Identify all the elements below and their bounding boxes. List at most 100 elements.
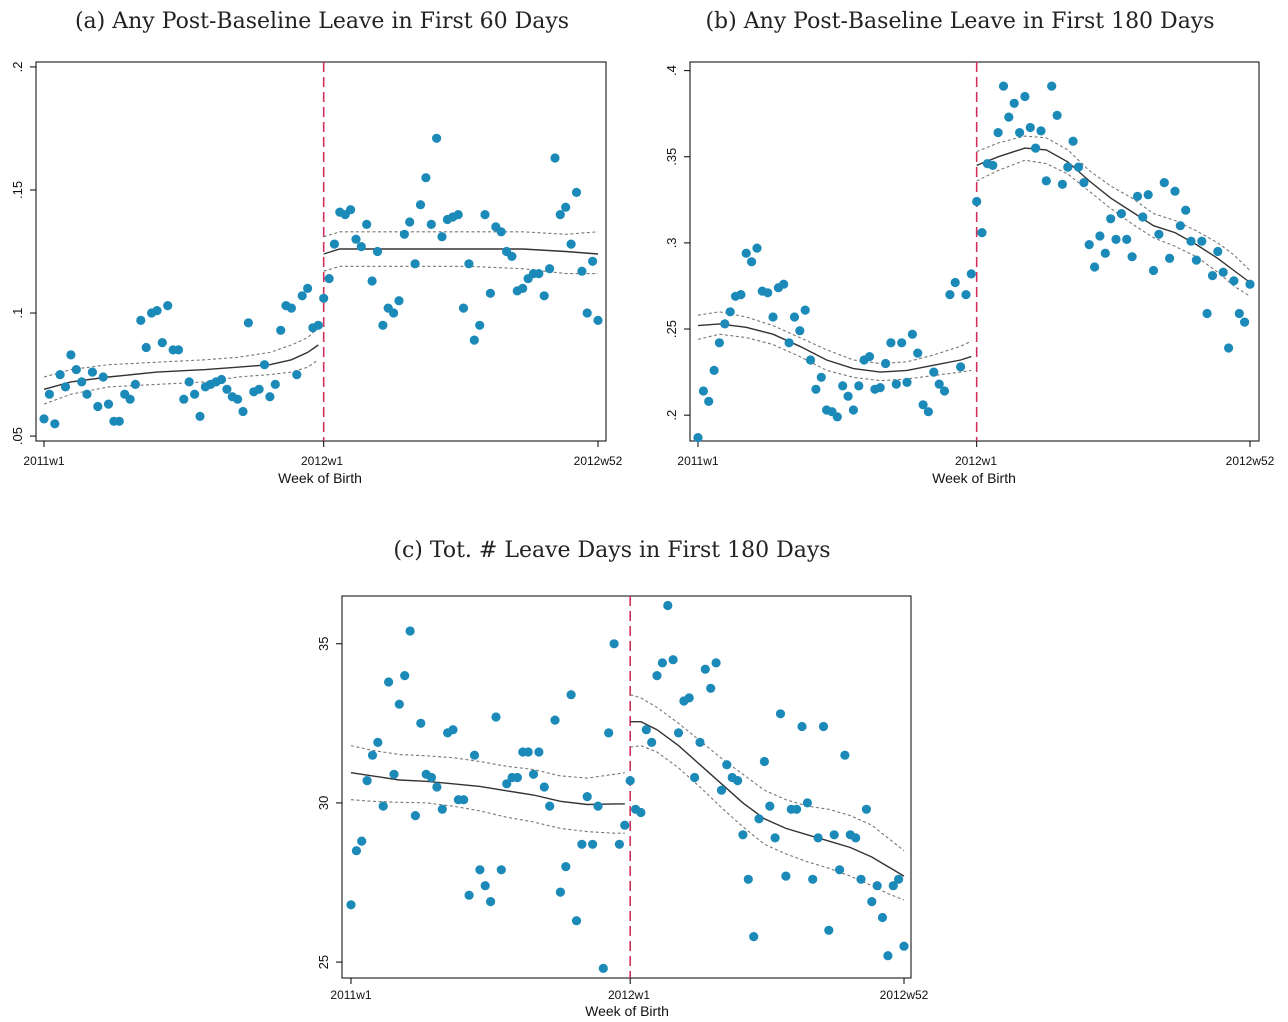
data-point	[977, 228, 987, 238]
chart-title: (b) Any Post-Baseline Leave in First 180…	[705, 9, 1214, 34]
data-point	[98, 372, 108, 382]
data-point	[60, 382, 71, 392]
data-point	[1068, 136, 1078, 146]
data-point	[1159, 178, 1169, 188]
data-point	[972, 196, 982, 207]
data-point	[720, 319, 730, 329]
data-point	[593, 315, 603, 325]
y-tick-label: .2	[10, 62, 25, 73]
y-tick-label: 35	[316, 637, 331, 651]
data-point	[238, 406, 248, 417]
data-point	[378, 320, 388, 330]
data-point	[286, 303, 296, 313]
data-point	[539, 782, 549, 792]
data-point	[475, 320, 485, 330]
data-point	[907, 329, 918, 339]
data-point	[458, 303, 469, 313]
data-point	[71, 365, 81, 375]
data-point	[698, 386, 709, 396]
data-point	[722, 760, 732, 770]
data-point	[163, 301, 173, 311]
data-point	[372, 246, 383, 257]
data-point	[243, 318, 253, 328]
y-tick-label: .35	[664, 148, 679, 166]
data-point	[571, 916, 582, 926]
data-point	[491, 712, 501, 722]
data-point	[1170, 186, 1180, 196]
data-point	[840, 750, 850, 760]
data-point	[832, 412, 842, 422]
plot-layer: .05 .1 .15 .2	[10, 62, 603, 447]
data-point	[714, 338, 725, 348]
data-point	[988, 160, 998, 170]
y-tick-label: .05	[10, 427, 25, 445]
data-point	[469, 750, 480, 760]
data-point	[752, 243, 762, 253]
data-point	[851, 833, 861, 843]
data-point	[464, 259, 474, 269]
data-point	[399, 229, 409, 239]
data-point	[902, 377, 912, 387]
data-point	[736, 290, 746, 300]
data-point	[384, 677, 394, 687]
data-point	[877, 912, 888, 923]
data-point	[545, 801, 555, 811]
data-point	[394, 296, 404, 306]
data-point	[356, 242, 366, 252]
data-point	[1073, 162, 1084, 172]
data-point	[152, 306, 162, 316]
data-point	[157, 338, 167, 348]
data-point	[867, 897, 877, 907]
data-point	[480, 881, 490, 891]
data-point	[939, 386, 950, 396]
data-point	[55, 370, 65, 380]
data-point	[802, 798, 813, 808]
data-point	[259, 360, 270, 370]
data-point	[733, 776, 743, 786]
data-point	[545, 264, 555, 274]
data-point	[577, 266, 587, 276]
ci-upper-left	[43, 327, 319, 378]
data-point	[459, 795, 469, 805]
data-point	[539, 291, 549, 301]
ci-lower-left	[350, 799, 625, 834]
data-point	[464, 890, 474, 900]
x-tick-label: 2011w1	[23, 454, 64, 468]
data-point	[577, 839, 587, 849]
data-point	[362, 776, 372, 786]
data-point	[886, 338, 896, 348]
data-point	[956, 362, 966, 372]
data-point	[620, 820, 630, 830]
data-point	[706, 683, 716, 693]
data-point	[346, 900, 356, 910]
data-point	[389, 308, 399, 318]
data-point	[593, 801, 603, 811]
data-point	[1154, 229, 1164, 239]
data-point	[485, 288, 495, 298]
data-point	[550, 153, 560, 163]
data-point	[1041, 176, 1051, 186]
data-point	[373, 737, 383, 748]
y-tick-label: 30	[316, 796, 331, 810]
data-point	[775, 709, 786, 719]
data-point	[789, 312, 800, 322]
data-point	[1009, 98, 1019, 108]
data-point	[588, 256, 598, 266]
plot-layer: .2 .25 .3 .35 .4	[664, 62, 1255, 447]
data-point	[265, 392, 275, 402]
chart-title: (c) Tot. # Leave Days in First 180 Days	[393, 538, 830, 563]
data-point	[1213, 246, 1223, 257]
fit-line-right	[976, 147, 1251, 284]
data-point	[351, 234, 361, 244]
data-point	[1106, 214, 1116, 224]
data-point	[1143, 190, 1153, 200]
data-point	[222, 384, 232, 394]
data-point	[528, 769, 539, 779]
data-point	[1218, 267, 1228, 277]
data-point	[582, 792, 592, 802]
x-axis-label: Week of Birth	[278, 470, 362, 486]
data-point	[950, 277, 960, 288]
data-point	[50, 419, 60, 429]
data-point	[1148, 265, 1159, 276]
data-point	[690, 772, 700, 783]
